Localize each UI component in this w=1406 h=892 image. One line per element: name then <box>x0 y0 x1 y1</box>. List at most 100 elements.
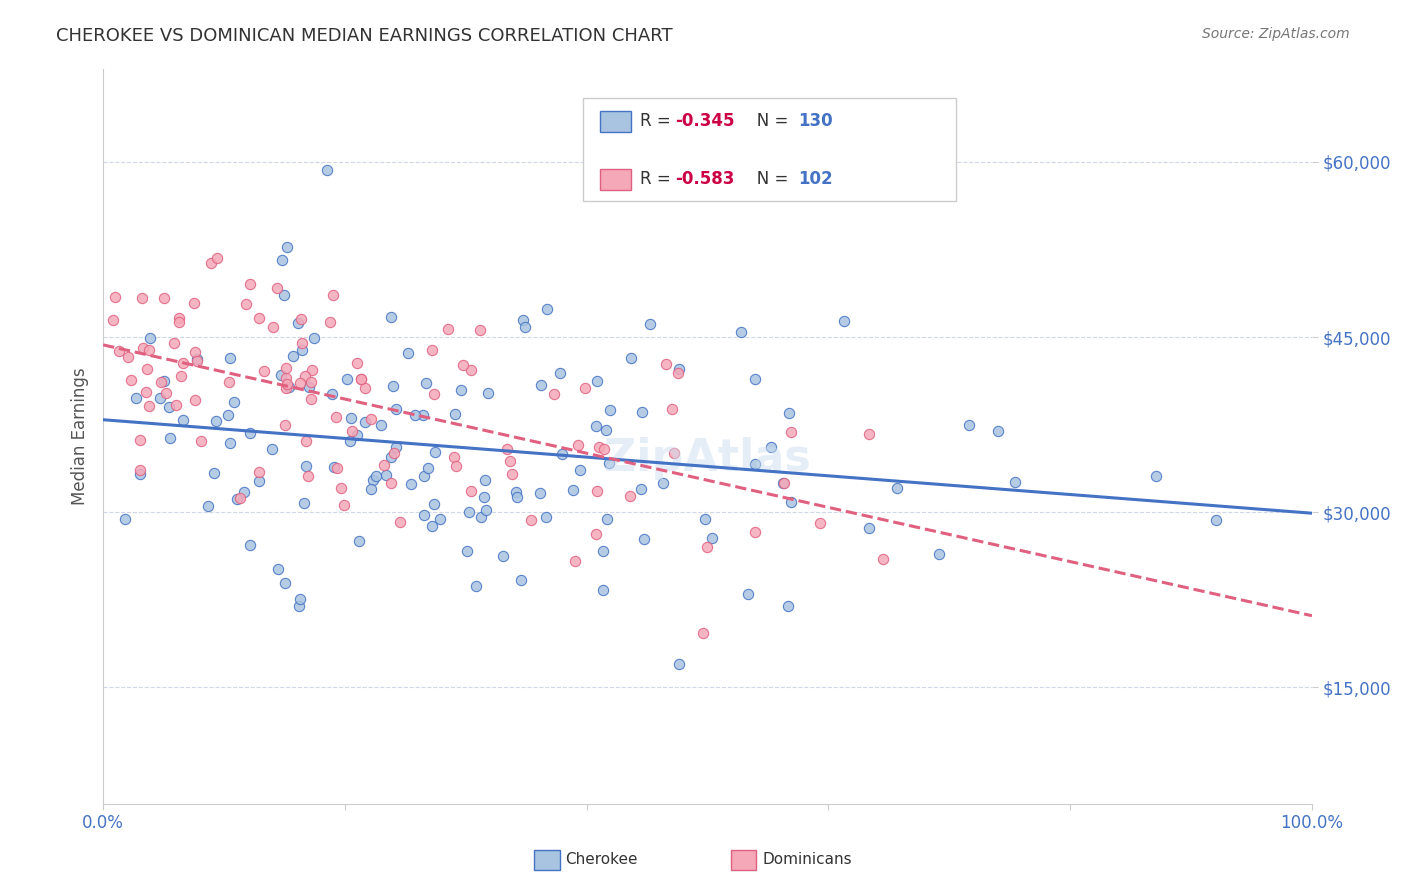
Text: -0.345: -0.345 <box>675 112 734 130</box>
Point <box>595 423 617 437</box>
Point <box>218 375 240 389</box>
Point <box>620 351 643 366</box>
Point <box>1205 513 1227 527</box>
Point <box>339 410 361 425</box>
Point <box>655 357 678 371</box>
Point <box>420 519 443 533</box>
Point <box>229 491 252 505</box>
Point <box>183 345 205 359</box>
Point <box>413 469 436 483</box>
Text: 102: 102 <box>799 170 834 188</box>
Point <box>415 376 437 390</box>
Point <box>1004 475 1026 489</box>
Point <box>416 461 439 475</box>
Point <box>512 312 534 326</box>
Point <box>349 372 371 386</box>
Point <box>218 436 240 450</box>
Point <box>505 484 527 499</box>
Text: R =: R = <box>640 112 676 130</box>
Point <box>333 498 356 512</box>
Point <box>262 319 284 334</box>
Point <box>217 409 239 423</box>
Point <box>139 331 162 345</box>
Point <box>451 359 474 373</box>
Point <box>335 372 357 386</box>
Point <box>599 403 621 417</box>
Point <box>380 450 402 465</box>
Point <box>170 369 193 384</box>
Text: ZipAtlas: ZipAtlas <box>605 437 811 480</box>
Point <box>499 454 522 468</box>
Point <box>349 534 371 549</box>
Point <box>360 412 382 426</box>
Point <box>183 392 205 407</box>
Point <box>404 408 426 422</box>
Point <box>294 368 316 383</box>
Point <box>808 516 831 531</box>
Point <box>593 442 616 456</box>
Point <box>190 434 212 449</box>
Point <box>436 322 458 336</box>
Point <box>492 549 515 563</box>
Text: R =: R = <box>640 170 676 188</box>
Point <box>322 287 344 301</box>
Point <box>666 366 689 380</box>
Point <box>592 544 614 558</box>
Point <box>375 468 398 483</box>
Point <box>737 587 759 601</box>
Point <box>515 319 537 334</box>
Point <box>987 425 1010 439</box>
Point <box>420 343 443 358</box>
Point <box>472 490 495 504</box>
Point <box>586 374 609 388</box>
Point <box>274 576 297 591</box>
Point <box>422 387 444 401</box>
Point <box>281 349 304 363</box>
Point <box>297 380 319 394</box>
Point <box>226 492 249 507</box>
Point <box>759 440 782 454</box>
Point <box>108 343 131 358</box>
Point <box>267 561 290 575</box>
Point <box>205 414 228 428</box>
Point <box>596 512 619 526</box>
Point <box>299 375 322 389</box>
Point <box>366 469 388 483</box>
Point <box>260 442 283 456</box>
Point <box>744 457 766 471</box>
Point <box>302 330 325 344</box>
Point <box>247 310 270 325</box>
Point <box>117 350 139 364</box>
Point <box>288 376 311 391</box>
Point <box>277 379 299 393</box>
Point <box>423 497 446 511</box>
Point <box>567 438 589 452</box>
Point <box>128 467 150 481</box>
Point <box>274 418 297 433</box>
Point <box>103 313 125 327</box>
Point <box>886 481 908 495</box>
Point <box>429 512 451 526</box>
Point <box>668 657 690 672</box>
Point <box>773 476 796 491</box>
Point <box>396 345 419 359</box>
Point <box>730 326 752 340</box>
Point <box>153 374 176 388</box>
Point <box>295 434 318 449</box>
Point <box>630 482 652 496</box>
Point <box>696 540 718 554</box>
Text: 130: 130 <box>799 112 834 130</box>
Point <box>638 318 661 332</box>
Point <box>586 483 609 498</box>
Point <box>295 458 318 473</box>
Point <box>138 343 160 358</box>
Point <box>858 520 880 534</box>
Text: N =: N = <box>741 170 793 188</box>
Point <box>354 381 377 395</box>
Point <box>270 368 292 382</box>
Point <box>316 162 339 177</box>
Point <box>319 315 342 329</box>
Point <box>361 473 384 487</box>
Point <box>239 277 262 291</box>
Point <box>353 415 375 429</box>
